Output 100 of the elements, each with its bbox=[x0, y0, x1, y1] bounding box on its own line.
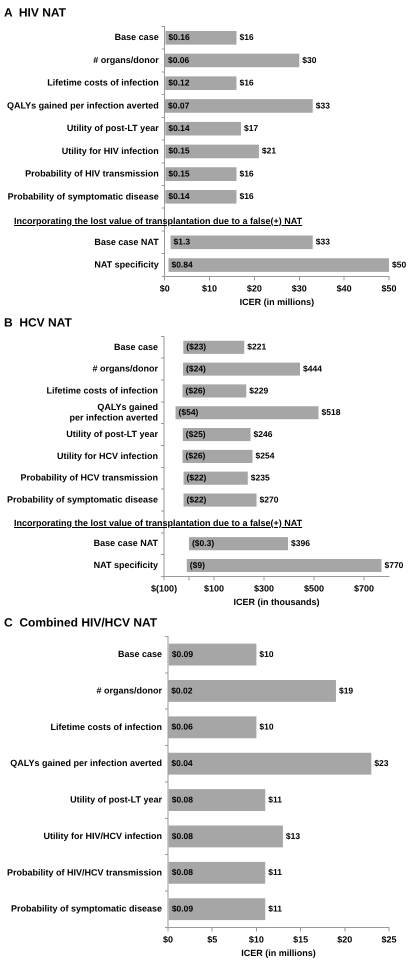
y-tick-label: Probability of HCV transmission bbox=[20, 472, 158, 483]
annotation: $221 bbox=[247, 342, 266, 352]
bar bbox=[183, 362, 300, 376]
y-tick-label: Lifetime costs of infection bbox=[47, 78, 159, 88]
bar bbox=[168, 752, 372, 775]
annotation: $10 bbox=[259, 648, 274, 659]
x-axis-title: ICER (in millions) bbox=[241, 948, 316, 958]
bar bbox=[168, 258, 389, 272]
x-tick-label: $50 bbox=[381, 283, 397, 294]
y-tick-label: Probability of symptomatic disease bbox=[8, 191, 159, 202]
annotation: ($22) bbox=[186, 472, 207, 483]
annotation: $16 bbox=[239, 191, 254, 202]
y-tick-label: Base case NAT bbox=[94, 538, 159, 548]
x-tick-label: $0 bbox=[163, 934, 174, 944]
x-tick-label: $15 bbox=[293, 934, 308, 944]
y-tick-label: Lifetime costs of infection bbox=[50, 722, 162, 732]
annotation: ($0.3) bbox=[192, 538, 214, 548]
text: B HCV NAT bbox=[4, 316, 72, 330]
y-tick-label: Probability of HIV/HCV transmission bbox=[6, 867, 162, 878]
bar bbox=[165, 190, 236, 204]
bar bbox=[165, 122, 241, 136]
x-tick-label: $30 bbox=[292, 283, 307, 294]
y-tick-label: Lifetime costs of infection bbox=[46, 385, 158, 396]
bar bbox=[170, 235, 313, 250]
bar bbox=[165, 76, 236, 90]
annotation: $0.15 bbox=[168, 168, 190, 178]
annotation: $10 bbox=[259, 722, 274, 732]
annotation: $270 bbox=[260, 494, 279, 504]
y-tick-label: Probability of symptomatic disease bbox=[10, 904, 162, 914]
annotation: $235 bbox=[250, 472, 270, 483]
y-tick-label: Utility of post-LT year bbox=[66, 123, 160, 134]
chart-title: C Combined HIV/HCV NAT bbox=[4, 616, 158, 630]
annotation: $0.14 bbox=[168, 191, 190, 202]
annotation: $50 bbox=[392, 259, 406, 270]
bar bbox=[165, 30, 236, 45]
annotation: $17 bbox=[244, 123, 258, 134]
bar bbox=[165, 144, 259, 158]
annotation: $30 bbox=[302, 54, 317, 65]
x-tick-label: $25 bbox=[381, 934, 397, 944]
y-tick-label: QALYs gained per infection averted bbox=[70, 402, 158, 423]
y-tick-label: NAT specificity bbox=[94, 560, 158, 570]
annotation: $254 bbox=[256, 450, 275, 461]
x-tick-label: $0 bbox=[160, 283, 170, 294]
annotation: $444 bbox=[303, 363, 322, 374]
x-tick-label: $5 bbox=[207, 934, 218, 944]
y-tick-label: Utility for HCV infection bbox=[57, 450, 158, 461]
y-tick-label: Base case bbox=[114, 32, 159, 42]
bar bbox=[168, 716, 256, 738]
annotation: $13 bbox=[286, 830, 300, 841]
annotation: $0.16 bbox=[168, 32, 190, 42]
y-tick-label: Base case bbox=[118, 649, 162, 660]
x-tick-label: $100 bbox=[204, 583, 224, 594]
text: A HIV NAT bbox=[4, 6, 67, 20]
annotation: $0.09 bbox=[172, 904, 194, 914]
y-tick-label: Utility for HIV infection bbox=[62, 146, 159, 156]
annotation: $21 bbox=[262, 146, 276, 156]
x-tick-label: $300 bbox=[254, 583, 274, 594]
bar bbox=[176, 406, 319, 420]
y-tick-label: # organs/donor bbox=[93, 54, 160, 65]
annotation: $0.04 bbox=[171, 758, 193, 768]
annotation: $246 bbox=[254, 428, 273, 439]
annotation: $229 bbox=[249, 385, 268, 396]
bar bbox=[168, 898, 266, 920]
y-tick-label: # organs/donor bbox=[92, 364, 159, 374]
x-tick-label: $(100) bbox=[151, 583, 178, 594]
y-tick-label: Probability of HIV transmission bbox=[25, 168, 159, 179]
annotation: $770 bbox=[384, 560, 404, 570]
bar bbox=[168, 789, 266, 811]
annotation: $11 bbox=[268, 794, 282, 804]
annotation: $0.09 bbox=[172, 648, 194, 659]
y-tick-label: Base case NAT bbox=[94, 236, 160, 247]
annotation: ($23) bbox=[186, 342, 206, 352]
bar bbox=[168, 826, 283, 848]
annotation: $23 bbox=[374, 758, 389, 768]
annotation: ($26) bbox=[186, 450, 206, 461]
annotation: $0.02 bbox=[171, 685, 193, 696]
annotation: ($25) bbox=[186, 428, 206, 439]
bar bbox=[165, 167, 236, 181]
annotation: $0.06 bbox=[168, 54, 190, 65]
annotation: $11 bbox=[268, 867, 282, 878]
bar bbox=[188, 537, 288, 550]
bar bbox=[168, 644, 256, 666]
annotation: $0.08 bbox=[172, 867, 194, 878]
annotation: $518 bbox=[322, 407, 341, 418]
annotation: $396 bbox=[291, 538, 310, 548]
y-tick-label: Base case bbox=[114, 342, 158, 352]
bar bbox=[164, 54, 300, 68]
y-tick-label: Utility of post-LT year bbox=[66, 429, 159, 440]
annotation: $11 bbox=[268, 904, 282, 914]
annotation: $33 bbox=[316, 236, 330, 247]
y-tick-label: NAT specificity bbox=[94, 260, 159, 270]
annotation: ($9) bbox=[190, 560, 206, 570]
annotation: $0.08 bbox=[172, 830, 194, 841]
x-tick-label: $500 bbox=[304, 583, 324, 594]
x-tick-label: $20 bbox=[246, 283, 262, 294]
x-axis-title: ICER (in millions) bbox=[240, 297, 314, 308]
annotation: $33 bbox=[316, 100, 330, 110]
annotation: $0.14 bbox=[168, 123, 190, 134]
annotation: ($24) bbox=[186, 363, 206, 374]
annotation: $16 bbox=[239, 32, 254, 42]
